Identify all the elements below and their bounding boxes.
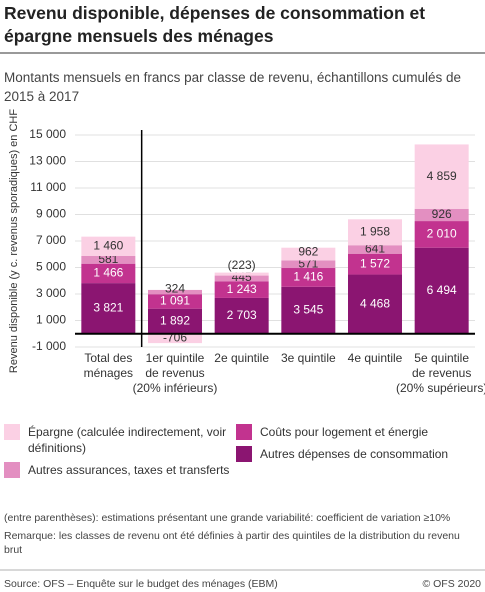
value-label: 1 091 bbox=[160, 294, 190, 308]
bar-segment bbox=[414, 221, 469, 248]
value-label: 962 bbox=[298, 244, 318, 258]
value-label: 1 572 bbox=[360, 256, 390, 270]
bar-segment bbox=[348, 245, 402, 254]
x-tick-label: 2e quintile bbox=[214, 351, 269, 365]
value-label: -706 bbox=[163, 331, 187, 345]
bar-segment bbox=[148, 308, 202, 334]
copyright: © OFS 2020 bbox=[422, 578, 481, 590]
legend-swatch bbox=[236, 424, 252, 440]
bar-segment bbox=[281, 260, 336, 269]
x-tick-label: ménages bbox=[84, 366, 133, 380]
y-tick-label: 13 000 bbox=[29, 154, 66, 168]
value-label: 2 703 bbox=[227, 308, 257, 322]
bar-segment bbox=[214, 297, 269, 334]
bar-segment bbox=[281, 286, 336, 334]
legend-label: Autres dépenses de consommation bbox=[260, 447, 449, 461]
value-label: 1 460 bbox=[93, 238, 123, 252]
x-tick-label: de revenus bbox=[412, 366, 471, 380]
legend-swatch bbox=[4, 424, 20, 440]
y-tick-label: 3 000 bbox=[36, 286, 66, 300]
bar-segment bbox=[148, 333, 202, 344]
bar-segment bbox=[81, 236, 136, 256]
x-tick-label: Total des bbox=[84, 351, 132, 365]
legend-swatch bbox=[236, 446, 252, 462]
legend-swatch bbox=[4, 462, 20, 478]
bar-segment bbox=[214, 272, 269, 276]
legend-label: Autres assurances, taxes et transferts bbox=[28, 463, 230, 477]
bar-segment bbox=[348, 274, 402, 334]
bar-segment bbox=[414, 144, 469, 209]
value-label: (223) bbox=[228, 258, 256, 272]
x-tick-label: de revenus bbox=[145, 366, 204, 380]
bar-segment bbox=[148, 289, 202, 295]
legend-label: Épargne (calculée indirectement, voir dé… bbox=[28, 425, 227, 455]
value-label: 1 416 bbox=[293, 270, 323, 284]
bar-segment bbox=[214, 281, 269, 298]
value-label: 2 010 bbox=[427, 227, 457, 241]
value-label: 3 821 bbox=[93, 301, 123, 315]
y-tick-label: 15 000 bbox=[29, 127, 66, 141]
bar-segment bbox=[281, 247, 336, 261]
y-tick-label: 7 000 bbox=[36, 233, 66, 247]
value-label: 1 243 bbox=[227, 282, 257, 296]
legend-label: Coûts pour logement et énergie bbox=[260, 425, 429, 439]
x-tick-label: (20% inférieurs) bbox=[133, 381, 218, 395]
y-tick-label: 5 000 bbox=[36, 260, 66, 274]
x-tick-label: 3e quintile bbox=[281, 351, 336, 365]
bar-segment bbox=[414, 247, 469, 334]
x-tick-label: 1er quintile bbox=[146, 351, 205, 365]
value-label: 324 bbox=[165, 282, 185, 296]
chart-subtitle: Montants mensuels en francs par classe d… bbox=[4, 70, 461, 104]
value-label: 1 892 bbox=[160, 313, 190, 327]
bar-segment bbox=[81, 263, 136, 284]
bar-segment bbox=[348, 219, 402, 246]
value-label: 3 545 bbox=[293, 302, 323, 316]
bar-segment bbox=[81, 255, 136, 264]
bar-segment bbox=[81, 283, 136, 334]
bar-segment bbox=[281, 268, 336, 287]
y-tick-label: 9 000 bbox=[36, 207, 66, 221]
bar-segment bbox=[148, 294, 202, 309]
value-label: 4 468 bbox=[360, 296, 390, 310]
x-tick-label: (20% supérieurs) bbox=[396, 381, 485, 395]
y-tick-label: -1 000 bbox=[32, 339, 66, 353]
source: Source: OFS – Enquête sur le budget des … bbox=[4, 578, 278, 590]
value-label: 4 859 bbox=[427, 169, 457, 183]
bar-segment bbox=[214, 275, 269, 282]
x-tick-label: 4e quintile bbox=[348, 351, 403, 365]
chart-title: Revenu disponible, dépenses de consommat… bbox=[4, 3, 426, 46]
x-tick-label: 5e quintile bbox=[414, 351, 469, 365]
y-axis-label: Revenu disponible (y c. revenus sporadiq… bbox=[8, 109, 20, 373]
value-label: 1 958 bbox=[360, 224, 390, 238]
value-label: 6 494 bbox=[427, 283, 457, 297]
y-tick-label: 1 000 bbox=[36, 313, 66, 327]
bar-segment bbox=[414, 208, 469, 222]
y-tick-label: 11 000 bbox=[30, 180, 66, 194]
note: Remarque: les classes de revenu ont été … bbox=[4, 530, 460, 556]
value-label: 1 466 bbox=[93, 266, 123, 280]
value-label: 926 bbox=[432, 207, 452, 221]
value-label: 445 bbox=[232, 270, 252, 284]
note: (entre parenthèses): estimations présent… bbox=[4, 512, 451, 524]
bar-segment bbox=[348, 253, 402, 275]
